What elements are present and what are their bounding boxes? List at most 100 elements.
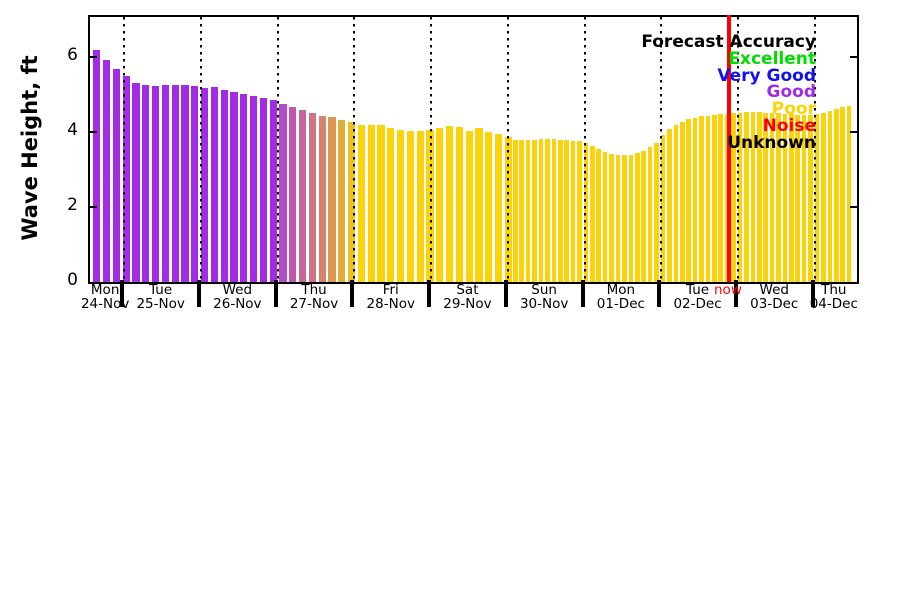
wave-bar (519, 139, 524, 282)
day-boundary-gridline (430, 17, 433, 282)
wave-bar (814, 114, 820, 282)
wave-bar (406, 130, 414, 282)
day-date: 02-Dec (673, 296, 722, 312)
day-boundary-gridline (583, 17, 586, 282)
wave-bar (789, 114, 794, 282)
legend-item-very-good: Very Good (717, 65, 816, 86)
wave-bar (570, 140, 576, 282)
wave-bar (557, 139, 563, 282)
wave-bar (712, 114, 717, 282)
day-date: 30-Nov (519, 296, 569, 312)
wave-bar (756, 112, 762, 282)
legend-item-unknown: Unknown (727, 132, 816, 153)
wave-bar (338, 119, 346, 282)
day-label: Tue 25-Nov (121, 283, 201, 311)
legend-item-excellent: Excellent (728, 48, 816, 69)
day-boundary-gridline (660, 17, 663, 282)
wave-bar (250, 95, 258, 282)
day-boundary-tick (427, 280, 432, 307)
day-name: Thu (821, 282, 847, 298)
wave-bar (692, 117, 698, 282)
day-boundary-tick (350, 280, 355, 307)
wave-bar (455, 126, 463, 282)
day-boundary-tick (657, 280, 662, 307)
wave-bar (699, 116, 704, 282)
wave-bar (622, 154, 627, 282)
wave-bar (181, 85, 189, 282)
day-boundary-gridline (813, 17, 816, 282)
wave-bar (132, 82, 140, 282)
wave-bar (161, 84, 169, 282)
y-tick-mark (850, 131, 857, 133)
day-boundary-tick (503, 280, 508, 307)
wave-bar (532, 139, 537, 282)
day-date: 29-Nov (443, 296, 492, 312)
day-boundary-tick (810, 280, 815, 307)
day-label: Mon 01-Dec (581, 283, 661, 311)
day-date: 01-Dec (596, 296, 645, 312)
day-label: Tue 02-Dec (658, 283, 738, 311)
day-boundary-tick (733, 280, 738, 307)
wave-bar (782, 114, 788, 282)
wave-bar (795, 114, 801, 282)
wave-bar (808, 115, 813, 282)
wave-bar (686, 119, 691, 282)
wave-bar (465, 130, 473, 282)
day-boundary-gridline (353, 17, 356, 282)
day-boundary-gridline (200, 17, 202, 282)
day-label: Sun 30-Nov (504, 283, 584, 311)
wave-bar (142, 84, 150, 282)
wave-bar (673, 124, 679, 282)
wave-bar (103, 60, 111, 282)
day-label: Fri 28-Nov (351, 283, 431, 311)
day-boundary-gridline (506, 17, 509, 282)
wave-bar (577, 141, 582, 282)
y-tick-mark (90, 206, 97, 208)
wave-bar (731, 113, 736, 282)
wave-bar (357, 124, 365, 282)
forecast-accuracy-legend: Forecast Accuracy Excellent Very Good Good… (641, 34, 816, 152)
wave-bar (641, 150, 646, 282)
day-date: 03-Dec (750, 296, 799, 312)
y-tick-mark (90, 56, 97, 58)
y-tick-mark (850, 56, 857, 58)
wave-bar (230, 91, 238, 282)
legend-item-good: Good (766, 82, 816, 103)
day-boundary-gridline (123, 17, 126, 282)
wave-bar (737, 112, 743, 282)
wave-bar (328, 117, 336, 282)
wave-bar (210, 87, 218, 282)
day-date: 25-Nov (136, 296, 185, 312)
wave-bar (525, 139, 531, 282)
wave-bar (602, 151, 608, 282)
y-tick-label: 6 (67, 45, 78, 65)
legend-item-noise: Noise (762, 115, 816, 136)
wave-bar (171, 84, 179, 282)
day-name: Tue (686, 282, 710, 298)
wave-bar (367, 125, 375, 282)
wave-bar (744, 112, 749, 282)
day-boundary-gridline (276, 17, 279, 282)
wave-bar (269, 99, 277, 282)
wave-bar (513, 139, 518, 282)
wave-bar (596, 148, 602, 282)
wave-bar (259, 97, 267, 282)
y-tick-label: 4 (67, 120, 78, 140)
wave-bar (475, 128, 483, 282)
wave-bar (545, 138, 550, 282)
wave-bar (485, 132, 493, 282)
day-name: Fri (382, 282, 399, 298)
wave-bar (718, 114, 724, 282)
day-label: Wed 03-Dec (734, 283, 814, 311)
y-axis-label: Wave Height, ft (18, 55, 42, 241)
wave-bar (583, 143, 589, 282)
legend-item-poor: Poor (771, 99, 816, 120)
day-date: 04-Dec (809, 296, 858, 312)
day-name: Sat (456, 282, 479, 298)
wave-bar (299, 110, 307, 282)
wave-bar (93, 49, 101, 282)
wave-bar (289, 106, 297, 282)
now-label: now (714, 282, 742, 298)
wave-bar (564, 139, 569, 282)
